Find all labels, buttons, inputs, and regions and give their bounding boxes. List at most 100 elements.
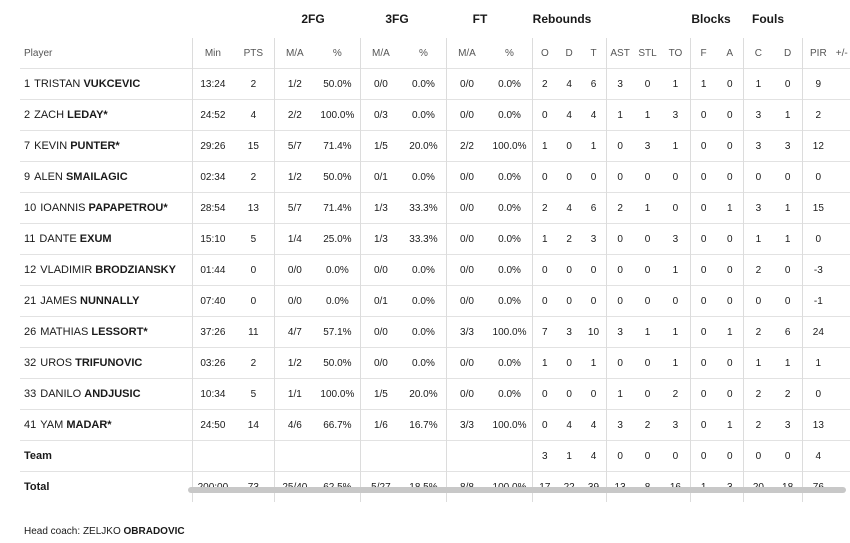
stat-reb-t: 6 <box>581 68 607 100</box>
player-name[interactable]: 12 VLADIMIR BRODZIANSKY <box>20 254 193 286</box>
stat-pir: -3 <box>802 254 834 286</box>
player-row[interactable]: 26 MATHIAS LESSORT* 37:26 11 4/7 57.1% 0/0 0.0%… <box>20 316 850 348</box>
stat-blocks-a: 0 <box>716 130 744 162</box>
player-number: 1 <box>24 78 31 90</box>
player-number: 26 <box>24 326 37 338</box>
stat-to: 1 <box>661 347 691 379</box>
stat-2fg-pct: 66.7% <box>315 409 361 441</box>
stat-2fg-pct: 0.0% <box>315 254 361 286</box>
player-name[interactable]: 7 KEVIN PUNTER* <box>20 130 193 162</box>
stat-3fg-ma: 1/5 <box>359 130 402 162</box>
stat-blocks-f: 0 <box>689 130 717 162</box>
player-row[interactable]: 7 KEVIN PUNTER* 29:26 15 5/7 71.4% 1/5 20.0% 2/2… <box>20 130 850 162</box>
header-pts[interactable]: PTS <box>243 47 264 59</box>
player-first-name: YAM <box>40 419 64 431</box>
header-pir[interactable]: PIR <box>802 38 834 69</box>
player-row[interactable]: 21 JAMES NUNNALLY 07:40 0 0/0 0.0% 0/1 0.0% 0/0 0… <box>20 285 850 317</box>
player-name[interactable]: 1 TRISTAN VUKCEVIC <box>20 68 193 100</box>
stat-fouls-c: 3 <box>742 99 774 131</box>
stat-reb-t: 6 <box>581 192 607 224</box>
header-reb-t[interactable]: T <box>590 47 597 59</box>
header-3fg-pct[interactable]: % <box>418 47 428 59</box>
player-name[interactable]: 21 JAMES NUNNALLY <box>20 285 193 317</box>
stat-ast: 1 <box>605 99 634 131</box>
player-name[interactable]: 33 DANILO ANDJUSIC <box>20 378 193 410</box>
header-ast[interactable]: AST <box>605 38 634 69</box>
stat-3fg-pct: 20.0% <box>401 130 447 162</box>
player-row[interactable]: 9 ALEN SMAILAGIC 02:34 2 1/2 50.0% 0/1 0.0% 0/0 0… <box>20 161 850 193</box>
header-to[interactable]: TO <box>668 47 683 59</box>
header-ft-pct[interactable]: % <box>505 47 514 59</box>
stat-3fg-pct: 0.0% <box>401 285 447 317</box>
player-name[interactable]: 10 IOANNIS PAPAPETROU* <box>20 192 193 224</box>
header-2fg-ma[interactable]: M/A <box>273 38 316 69</box>
stat-fouls-c: 2 <box>742 378 774 410</box>
header-fouls-d[interactable]: D <box>784 47 792 59</box>
header-reb-o[interactable]: O <box>531 38 557 69</box>
stat-fouls-d: 6 <box>773 316 803 348</box>
stat-blocks-f: 0 <box>689 378 717 410</box>
player-row[interactable]: 33 DANILO ANDJUSIC 10:34 5 1/1 100.0% 1/5 20.0%… <box>20 378 850 410</box>
stat-reb-o: 1 <box>531 347 557 379</box>
header-ft-ma[interactable]: M/A <box>445 38 488 69</box>
header-stl[interactable]: STL <box>638 47 657 59</box>
player-name[interactable]: 2 ZACH LEDAY* <box>20 99 193 131</box>
stat-reb-d: 4 <box>556 68 582 100</box>
stat-ast: 2 <box>605 192 634 224</box>
horizontal-scrollbar[interactable] <box>188 487 846 493</box>
player-name[interactable]: 26 MATHIAS LESSORT* <box>20 316 193 348</box>
stat-fouls-d: 2 <box>773 378 803 410</box>
stat-plus-minus <box>833 316 850 348</box>
player-last-name: SMAILAGIC <box>65 171 128 183</box>
stat-pir: 0 <box>802 378 834 410</box>
player-name[interactable]: 9 ALEN SMAILAGIC <box>20 161 193 193</box>
stat-blocks-f: 0 <box>689 192 717 224</box>
stat-to: 1 <box>661 68 691 100</box>
stat-stl: 3 <box>633 130 662 162</box>
stat-stl: 0 <box>633 254 662 286</box>
stat-min: 15:10 <box>191 223 234 255</box>
stat-2fg-pct: 50.0% <box>315 161 361 193</box>
stat-blocks-a: 3 <box>716 471 744 502</box>
stat-2fg-pct: 57.1% <box>315 316 361 348</box>
stat-2fg-ma: 1/2 <box>273 161 316 193</box>
player-number: 41 <box>24 419 37 431</box>
stat-pts: 0 <box>233 285 275 317</box>
stat-2fg-ma: 4/7 <box>273 316 316 348</box>
player-row[interactable]: 11 DANTE EXUM 15:10 5 1/4 25.0% 1/3 33.3% 0/0 0.0… <box>20 223 850 255</box>
header-blocks-a[interactable]: A <box>726 47 734 59</box>
stat-2fg-pct: 100.0% <box>315 378 361 410</box>
player-row[interactable]: 2 ZACH LEDAY* 24:52 4 2/2 100.0% 0/3 0.0% 0/0 0.0… <box>20 99 850 131</box>
total-row-label: Total <box>20 471 193 502</box>
player-row[interactable]: 1 TRISTAN VUKCEVIC 13:24 2 1/2 50.0% 0/0 0.0% 0/… <box>20 68 850 100</box>
player-first-name: DANTE <box>39 233 77 245</box>
player-name[interactable]: 32 UROS TRIFUNOVIC <box>20 347 193 379</box>
header-3fg-ma[interactable]: M/A <box>359 38 402 69</box>
player-name[interactable]: 11 DANTE EXUM <box>20 223 193 255</box>
header-blocks-f[interactable]: F <box>689 38 717 69</box>
stat-min: 03:26 <box>191 347 234 379</box>
player-last-name: BRODZIANSKY <box>95 264 176 276</box>
stat-blocks-f: 0 <box>689 347 717 379</box>
stat-reb-d: 2 <box>556 223 582 255</box>
player-name[interactable]: 41 YAM MADAR* <box>20 409 193 441</box>
stat-ft-ma: 2/2 <box>445 130 488 162</box>
header-fouls-c[interactable]: C <box>742 38 774 69</box>
stat-ft-pct: 0.0% <box>487 68 533 100</box>
player-number: 12 <box>24 264 37 276</box>
header-2fg-pct[interactable]: % <box>332 47 342 59</box>
header-min[interactable]: Min <box>191 38 234 69</box>
player-row[interactable]: 10 IOANNIS PAPAPETROU* 28:54 13 5/7 71.4% 1/3 3… <box>20 192 850 224</box>
stat-blocks-a: 1 <box>716 316 744 348</box>
player-number: 21 <box>24 295 37 307</box>
header-reb-d[interactable]: D <box>565 47 573 59</box>
header-player[interactable]: Player <box>24 47 53 59</box>
header-plus-minus[interactable]: +/- <box>835 47 848 59</box>
player-row[interactable]: 12 VLADIMIR BRODZIANSKY 01:44 0 0/0 0.0% 0/0 0.… <box>20 254 850 286</box>
player-row[interactable]: 41 YAM MADAR* 24:50 14 4/6 66.7% 1/6 16.7% 3/3 10… <box>20 409 850 441</box>
stat-fouls-d: 0 <box>773 440 803 472</box>
player-row[interactable]: 32 UROS TRIFUNOVIC 03:26 2 1/2 50.0% 0/0 0.0% 0/… <box>20 347 850 379</box>
head-coach: Head coach: ZELJKO OBRADOVIC <box>24 526 185 537</box>
stat-stl: 1 <box>633 316 662 348</box>
stat-ft-ma: 0/0 <box>445 99 488 131</box>
